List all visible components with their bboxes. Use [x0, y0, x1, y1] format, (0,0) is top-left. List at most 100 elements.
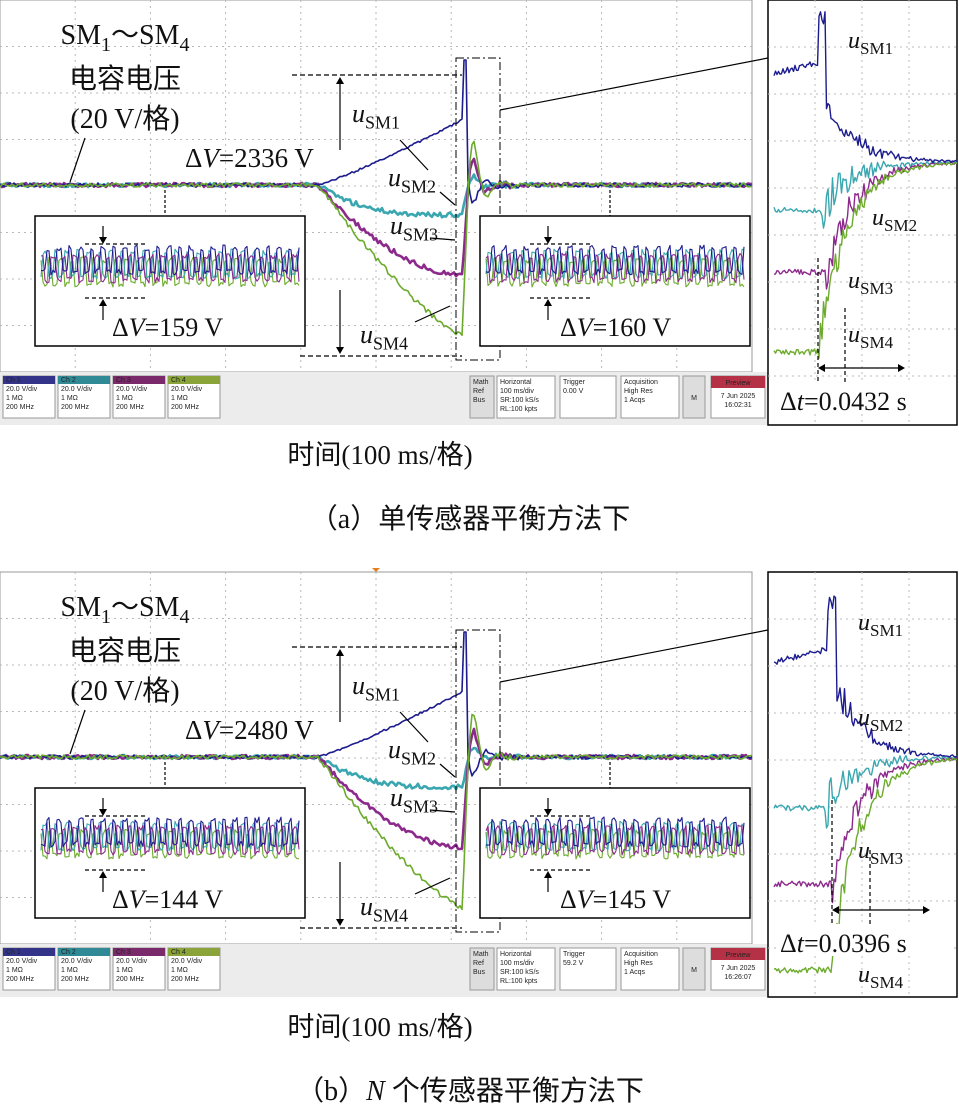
- trigger-text: 0.00 V: [563, 388, 584, 395]
- delta-t-part: Δ: [780, 387, 797, 416]
- acquisition-text: 1 Acqs: [624, 969, 646, 976]
- scale-label: (20 V/格): [70, 103, 179, 135]
- channel-text: 20.0 V/div: [61, 958, 93, 965]
- timestamp-text: 7 Jun 2025: [721, 965, 756, 972]
- trigger-text: Trigger: [563, 379, 586, 386]
- acquisition-box: [620, 947, 680, 991]
- channel-header: [3, 948, 55, 956]
- delta-v: ΔV=2336 V: [185, 143, 314, 173]
- heading-part: SM: [61, 20, 102, 51]
- preview-text: Preview: [726, 380, 752, 387]
- trigger-text: 59.2 V: [563, 960, 584, 967]
- inset-delta-v: ΔV=145 V: [560, 885, 671, 914]
- menu-button-text: M: [691, 395, 697, 402]
- zoom-curve-label-part: u: [848, 268, 860, 294]
- quantity-label: 电容电压: [69, 635, 181, 667]
- channel-text: 1 MΩ: [6, 967, 23, 974]
- arrow-head: [818, 364, 825, 372]
- delta-t-bg: [776, 924, 954, 956]
- channel-text: 20.0 V/div: [116, 386, 148, 393]
- zoom-curve-label-part: SM1: [860, 39, 893, 58]
- time-axis-label: 时间(100 ms/格): [287, 1012, 472, 1042]
- zoom-curve-label-part: u: [848, 322, 860, 348]
- channel-text: 200 MHz: [61, 404, 90, 411]
- trigger-box: [559, 375, 617, 419]
- curve-label: uSM1: [352, 671, 400, 705]
- timestamp-text: 7 Jun 2025: [721, 393, 756, 400]
- channel-text: 1 MΩ: [61, 395, 78, 402]
- timestamp-text: 16:26:07: [724, 974, 751, 981]
- waveform: [40, 248, 300, 280]
- inset-box: [479, 215, 751, 347]
- channel-header: [113, 376, 165, 384]
- arrow-head: [336, 919, 344, 926]
- trigger-box: [559, 947, 617, 991]
- channel-header: [3, 376, 55, 384]
- acquisition-text: Acquisition: [624, 379, 658, 386]
- channel-text: 200 MHz: [6, 404, 35, 411]
- channel-text: 20.0 V/div: [61, 386, 93, 393]
- horizontal-text: RL:100 kpts: [500, 978, 538, 985]
- waveform: [773, 755, 958, 829]
- math-text: Bus: [473, 969, 486, 976]
- preview-header: [711, 376, 765, 388]
- delta-v-part: Δ: [185, 715, 202, 745]
- inset-delta-v-part: =159 V: [145, 313, 224, 342]
- menu-button: [682, 947, 706, 991]
- heading-part: ～SM: [111, 592, 180, 623]
- curve-label: uSM3: [390, 783, 438, 817]
- channel-text: 1 MΩ: [6, 395, 23, 402]
- arrow-head: [544, 299, 552, 306]
- acquisition-text: High Res: [624, 388, 653, 395]
- heading-part: SM: [61, 592, 102, 623]
- waveform: [485, 820, 745, 852]
- inset-delta-v-part: V: [129, 313, 148, 342]
- inset-box: [34, 787, 306, 919]
- preview-text: Preview: [726, 952, 752, 959]
- arrow-head: [336, 649, 344, 656]
- waveform: [773, 595, 958, 758]
- inset-delta-v-part: V: [129, 885, 148, 914]
- channel-text: 20.0 V/div: [6, 386, 38, 393]
- waveform: [773, 162, 958, 359]
- heading-part: 1: [101, 34, 111, 56]
- line: [399, 139, 429, 171]
- zoom-curve-label-part: SM3: [860, 279, 893, 298]
- inset-delta-v-part: =160 V: [593, 313, 672, 342]
- zoom-curve-label: uSM2: [858, 705, 903, 735]
- delta-v-part: =2480 V: [219, 715, 314, 745]
- trigger-text: Trigger: [563, 951, 586, 958]
- channel-text: 20.0 V/div: [171, 958, 203, 965]
- zoom-curve-label: uSM2: [872, 205, 917, 235]
- scale-label: (20 V/格): [70, 675, 179, 707]
- heading: SM1～SM4: [61, 20, 190, 56]
- arrow-head: [99, 809, 107, 816]
- caption-part: （a）: [310, 503, 378, 535]
- zoom-curve-label: uSM1: [848, 28, 893, 58]
- delta-v-part: V: [202, 143, 222, 173]
- quantity-label: 电容电压: [69, 63, 181, 95]
- time-axis-label: 时间(100 ms/格): [287, 440, 472, 470]
- inset-delta-v-part: V: [577, 313, 596, 342]
- delta-t-part: t: [797, 929, 805, 958]
- curve-label-part: SM4: [373, 906, 408, 926]
- channel-text: 200 MHz: [116, 976, 145, 983]
- line: [429, 237, 456, 241]
- delta-t: Δt=0.0432 s: [780, 387, 907, 416]
- channel-text: 1 MΩ: [171, 967, 188, 974]
- trigger-marker: [372, 568, 380, 572]
- curve-label-part: u: [388, 163, 401, 192]
- zoom-region: [455, 629, 501, 933]
- leader-line: [499, 629, 769, 683]
- leader-line: [499, 57, 769, 111]
- math-text: Ref: [473, 388, 484, 395]
- channel-text: 20.0 V/div: [6, 958, 38, 965]
- menu-button: [682, 375, 706, 419]
- delta-t: Δt=0.0396 s: [780, 929, 907, 958]
- leader-line: [69, 709, 86, 755]
- zoom-curve-label: uSM3: [848, 268, 893, 298]
- heading-part: ～SM: [111, 20, 180, 51]
- channel-text: 1 MΩ: [116, 967, 133, 974]
- channel-text: 200 MHz: [6, 976, 35, 983]
- curve-label-part: u: [390, 211, 403, 240]
